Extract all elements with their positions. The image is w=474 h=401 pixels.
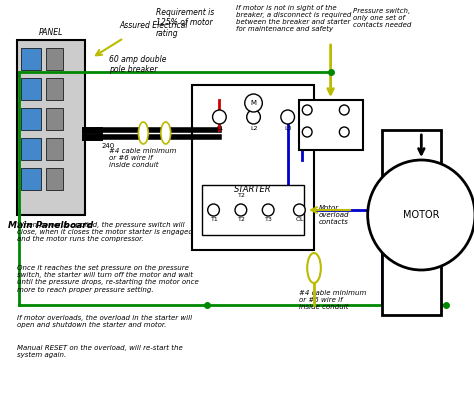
Bar <box>17 40 85 215</box>
Ellipse shape <box>307 253 321 283</box>
Circle shape <box>368 160 474 270</box>
Bar <box>46 48 64 70</box>
Circle shape <box>293 204 305 216</box>
Text: Pressure switch,
only one set of
contacts needed: Pressure switch, only one set of contact… <box>353 8 411 28</box>
Text: 60 amp double
pole breaker: 60 amp double pole breaker <box>109 55 167 75</box>
Bar <box>21 78 41 100</box>
Text: L1: L1 <box>217 126 224 131</box>
Circle shape <box>212 110 226 124</box>
Text: T2: T2 <box>238 193 246 198</box>
Bar <box>46 78 64 100</box>
Ellipse shape <box>138 122 148 144</box>
Text: If motor is not in sight of the
breaker, a disconnect is required
between the br: If motor is not in sight of the breaker,… <box>236 5 351 32</box>
Text: If motor overloads, the overload in the starter will
open and shutdown the start: If motor overloads, the overload in the … <box>17 315 191 328</box>
Bar <box>300 100 363 150</box>
Circle shape <box>339 127 349 137</box>
Bar <box>21 48 41 70</box>
Circle shape <box>281 110 294 124</box>
Circle shape <box>339 105 349 115</box>
Bar <box>46 138 64 160</box>
Bar <box>21 168 41 190</box>
Circle shape <box>302 127 312 137</box>
Text: #4 cable minimum
or #6 wire if
inside conduit: #4 cable minimum or #6 wire if inside co… <box>300 290 367 310</box>
Text: STARTER: STARTER <box>234 185 272 194</box>
Text: T1: T1 <box>210 217 219 222</box>
Text: Requirement is
125% of motor
rating: Requirement is 125% of motor rating <box>156 8 214 38</box>
Text: MOTOR: MOTOR <box>403 210 439 220</box>
Text: T2: T2 <box>238 217 246 222</box>
Bar <box>383 130 441 315</box>
Circle shape <box>245 94 262 112</box>
Circle shape <box>262 204 274 216</box>
Text: PANEL: PANEL <box>38 28 63 37</box>
Circle shape <box>246 110 260 124</box>
Text: M: M <box>251 100 256 106</box>
Text: 240: 240 <box>101 143 115 149</box>
Bar <box>21 138 41 160</box>
Text: Main Panelboard: Main Panelboard <box>8 221 93 230</box>
Bar <box>46 108 64 130</box>
Text: T3: T3 <box>265 217 273 222</box>
Bar <box>202 185 304 235</box>
Circle shape <box>302 105 312 115</box>
Ellipse shape <box>161 122 171 144</box>
Bar <box>46 168 64 190</box>
Text: OL: OL <box>295 217 304 222</box>
Text: #4 cable minimum
or #6 wire if
inside conduit: #4 cable minimum or #6 wire if inside co… <box>109 148 176 168</box>
Circle shape <box>235 204 246 216</box>
Bar <box>192 85 314 250</box>
Text: Manual RESET on the overload, will re-start the
system again.: Manual RESET on the overload, will re-st… <box>17 345 182 358</box>
Text: L2: L2 <box>251 126 258 131</box>
Bar <box>21 108 41 130</box>
Circle shape <box>208 204 219 216</box>
Text: L3: L3 <box>285 126 292 131</box>
Text: Assured Electrical: Assured Electrical <box>119 21 187 30</box>
Text: Once it reaches the set pressure on the pressure
switch, the starter will turn o: Once it reaches the set pressure on the … <box>17 265 198 292</box>
Text: When power is applied, the pressure switch will
close, when it closes the motor : When power is applied, the pressure swit… <box>17 222 192 242</box>
Text: Motor
overload
contacts: Motor overload contacts <box>319 205 349 225</box>
